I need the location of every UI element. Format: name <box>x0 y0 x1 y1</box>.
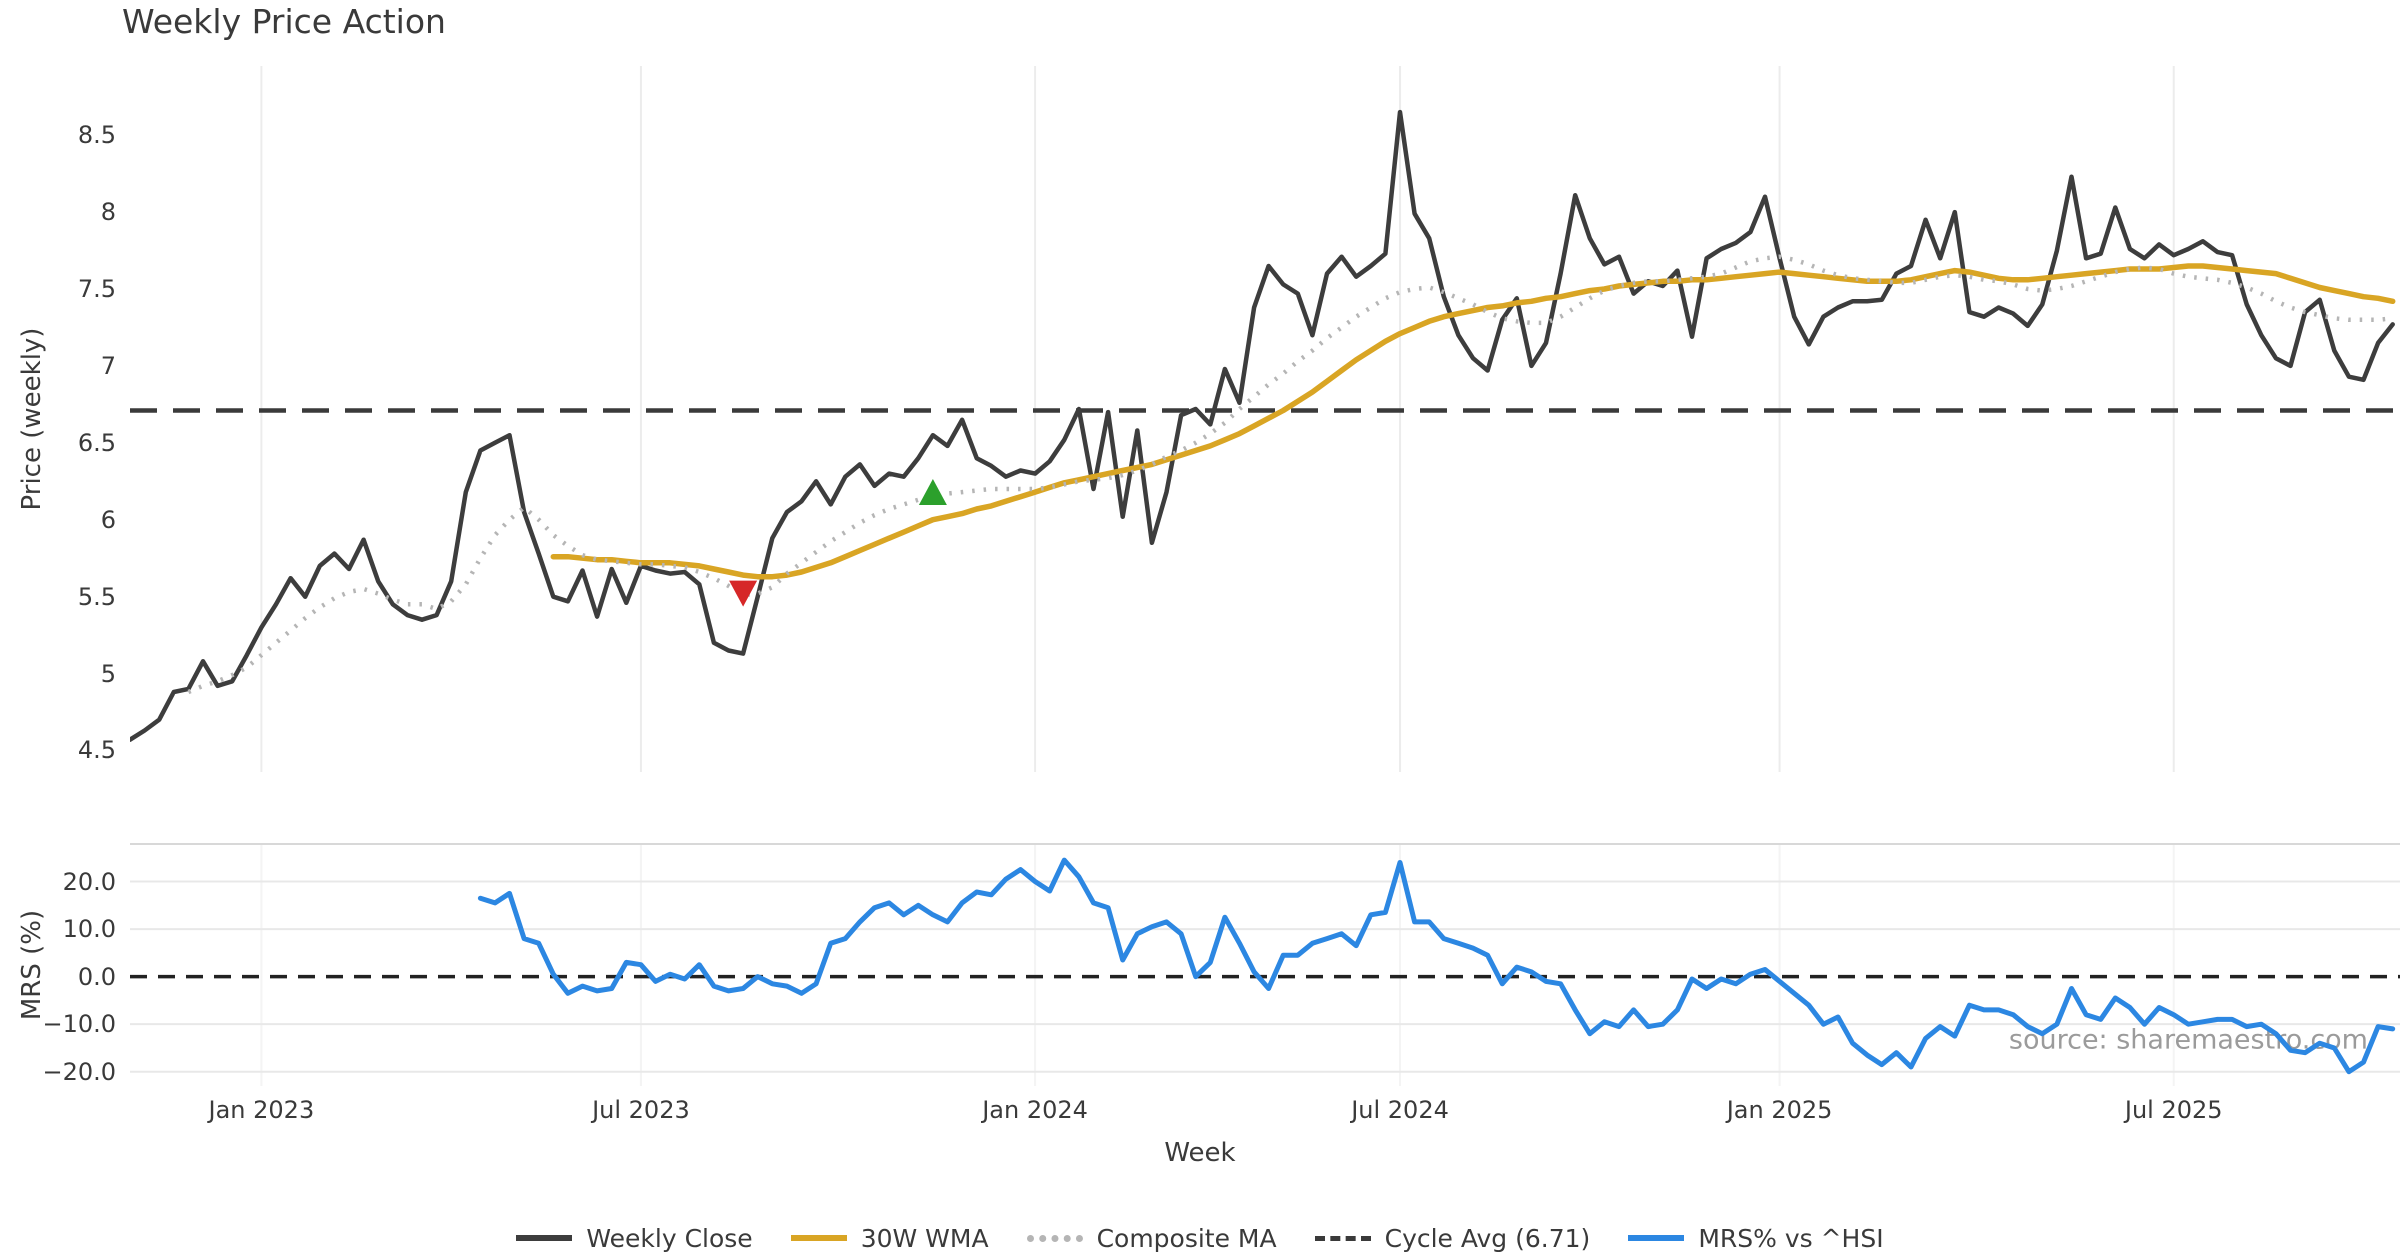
mrs-line-swatch <box>1628 1235 1685 1241</box>
legend-label: Cycle Avg (6.71) <box>1384 1223 1591 1253</box>
mrs-y-tick-label: −20.0 <box>42 1057 116 1086</box>
weekly_close-line <box>130 109 2395 742</box>
legend-item-mrs: MRS% vs ^HSI <box>1628 1223 1884 1253</box>
x-tick-label: Jan 2023 <box>208 1096 315 1124</box>
x-tick-label: Jul 2025 <box>2124 1096 2223 1124</box>
legend-label: Weekly Close <box>586 1223 753 1253</box>
x-axis-label: Week <box>1164 1138 1236 1168</box>
mrs-y-tick-label: 0.0 <box>77 962 116 991</box>
mrs-y-tick-label: 10.0 <box>62 915 116 944</box>
price-y-tick-label: 6.5 <box>77 428 116 457</box>
mrs-y-tick-label: 20.0 <box>62 867 116 896</box>
price-y-tick-label: 8 <box>100 198 116 227</box>
price-y-tick-label: 7 <box>100 351 116 380</box>
x-tick-label: Jan 2024 <box>982 1096 1088 1124</box>
price-y-tick-label: 5 <box>100 659 116 688</box>
mrs-y-tick-label: −10.0 <box>42 1010 116 1039</box>
price-panel-plot <box>130 66 2400 772</box>
buy-signal-marker <box>918 479 947 506</box>
legend-item-composite-ma: Composite MA <box>1026 1223 1277 1253</box>
cycle-avg-line-swatch <box>1314 1235 1371 1241</box>
price-y-tick-label: 5.5 <box>77 582 116 611</box>
price-axis-label: Price (weekly) <box>17 327 47 511</box>
mrs-panel-plot: source: sharemaestro.com <box>130 843 2400 1086</box>
chart-title: Weekly Price Action <box>122 2 446 41</box>
mrs-axis-label: MRS (%) <box>17 909 47 1021</box>
composite-ma-line-swatch <box>1026 1234 1083 1242</box>
price-y-tick-label: 7.5 <box>77 275 116 304</box>
legend-label: MRS% vs ^HSI <box>1698 1223 1884 1253</box>
sell-signal-marker <box>729 580 758 607</box>
legend-item-30w-wma: 30W WMA <box>790 1223 989 1253</box>
legend-item-weekly-close: Weekly Close <box>516 1223 753 1253</box>
x-tick-label: Jul 2024 <box>1351 1096 1449 1124</box>
price-y-tick-label: 4.5 <box>77 736 116 765</box>
x-tick-label: Jan 2025 <box>1726 1096 1833 1124</box>
wma-line-swatch <box>790 1235 847 1241</box>
composite_ma-line <box>187 254 2393 695</box>
legend-item-cycle-avg: Cycle Avg (6.71) <box>1314 1223 1591 1253</box>
x-tick-label: Jul 2023 <box>592 1096 690 1124</box>
watermark: source: sharemaestro.com <box>2009 1025 2368 1056</box>
weekly-close-line-swatch <box>516 1235 573 1241</box>
wma_30w-line <box>550 263 2396 580</box>
legend-label: 30W WMA <box>860 1223 989 1253</box>
price-y-tick-label: 8.5 <box>77 121 116 150</box>
mrs_pct-line <box>477 857 2396 1075</box>
legend-label: Composite MA <box>1096 1223 1277 1253</box>
price-y-tick-label: 6 <box>100 505 116 534</box>
chart-legend: Weekly Close 30W WMA Composite MA Cycle … <box>0 1218 2400 1258</box>
